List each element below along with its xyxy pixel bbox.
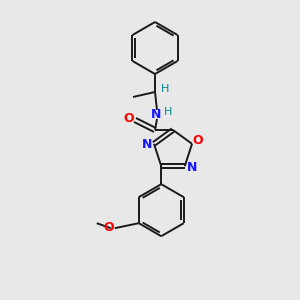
Text: H: H <box>161 84 169 94</box>
Text: O: O <box>103 221 114 234</box>
Text: N: N <box>187 161 197 174</box>
Text: N: N <box>142 138 152 151</box>
Text: N: N <box>151 109 161 122</box>
Text: O: O <box>124 112 134 125</box>
Text: H: H <box>164 107 172 117</box>
Text: O: O <box>193 134 203 147</box>
